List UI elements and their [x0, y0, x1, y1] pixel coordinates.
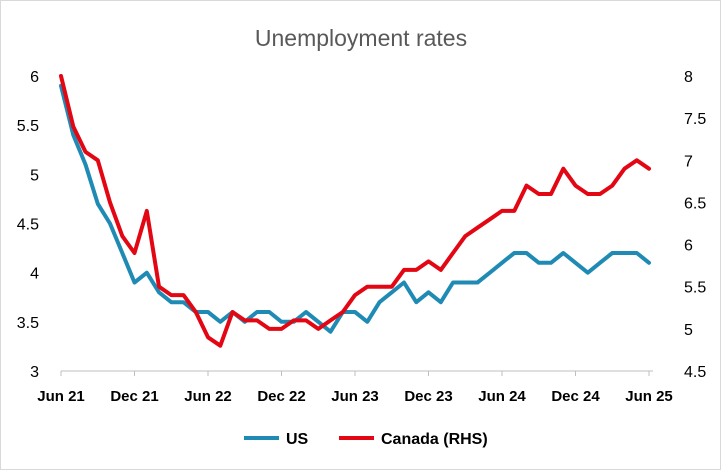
y-right-tick-label: 6.5 [684, 195, 706, 212]
y-left-tick-label: 5 [30, 167, 39, 184]
x-tick-label: Jun 21 [37, 388, 85, 405]
x-tick-label: Jun 23 [331, 388, 379, 405]
y-right-tick-label: 8 [684, 69, 693, 86]
legend-label-canada: Canada (RHS) [381, 431, 488, 448]
x-tick-label: Dec 21 [110, 388, 158, 405]
y-right-tick-label: 6 [684, 238, 693, 255]
y-right-tick-label: 4.5 [684, 364, 706, 381]
series-line-us [59, 83, 651, 334]
x-tick-label: Jun 25 [625, 388, 673, 405]
y-right-tick-label: 7 [684, 153, 693, 170]
y-left-tick-label: 4 [30, 266, 39, 283]
y-right-tick-label: 7.5 [684, 111, 706, 128]
legend: US Canada (RHS) [244, 431, 488, 448]
y-left-tick-label: 5.5 [17, 118, 39, 135]
series-line-canada [59, 74, 651, 348]
chart-title: Unemployment rates [255, 25, 467, 51]
x-tick-label: Dec 22 [257, 388, 305, 405]
x-tick-label: Dec 24 [551, 388, 600, 405]
axes: 3 3.5 4 4.5 5 5.5 6 4.5 5 5.5 6 6.5 7 7.5 8 Jun 21 Dec 2… [17, 69, 707, 405]
y-left-tick-label: 6 [30, 69, 39, 86]
series-lines [59, 74, 651, 348]
y-left-tick-label: 4.5 [17, 217, 39, 234]
y-left-tick-label: 3.5 [17, 315, 39, 332]
x-tick-label: Jun 22 [184, 388, 232, 405]
y-right-tick-label: 5.5 [684, 280, 706, 297]
y-right-tick-label: 5 [684, 322, 693, 339]
x-tick-label: Dec 23 [404, 388, 452, 405]
legend-label-us: US [286, 431, 309, 448]
x-tick-label: Jun 24 [478, 388, 526, 405]
y-left-tick-label: 3 [30, 364, 39, 381]
